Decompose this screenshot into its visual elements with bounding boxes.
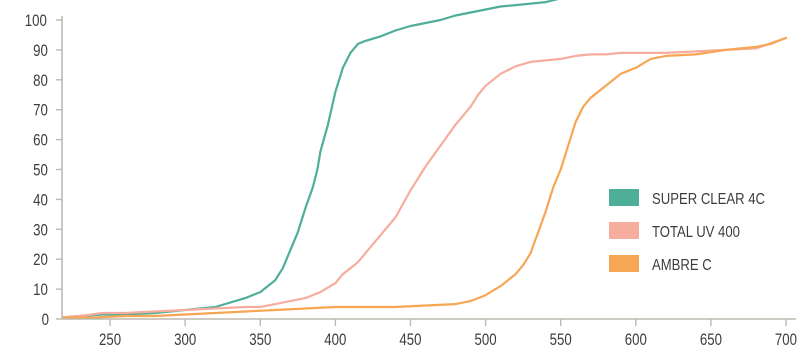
y-tick-label-100: 100 — [25, 12, 47, 31]
x-tick-label-300: 300 — [174, 331, 196, 350]
legend-label-2: AMBRE C — [652, 257, 712, 274]
x-tick-label-650: 650 — [700, 331, 722, 350]
legend: SUPER CLEAR 4C TOTAL UV 400 AMBRE C — [609, 189, 765, 274]
y-tick-label-10: 10 — [33, 281, 48, 300]
x-tick-label-400: 400 — [324, 331, 346, 350]
y-tick-label-50: 50 — [33, 161, 48, 180]
legend-swatch-2 — [609, 255, 639, 272]
y-tick-label-70: 70 — [33, 101, 48, 120]
x-tick-label-450: 450 — [399, 331, 421, 350]
y-tick-label-80: 80 — [33, 71, 48, 90]
y-tick-label-30: 30 — [33, 221, 48, 240]
axis-layer: 0 10 20 30 40 50 60 70 80 90 100 250 300 350 400 450 500… — [25, 12, 797, 350]
y-tick-label-60: 60 — [33, 131, 48, 150]
series-layer — [62, 0, 788, 319]
y-tick-label-20: 20 — [33, 251, 48, 270]
legend-swatch-1 — [609, 222, 639, 239]
y-tick-label-0: 0 — [42, 311, 49, 330]
x-tick-label-550: 550 — [550, 331, 572, 350]
y-tick-label-40: 40 — [33, 191, 48, 210]
series-line-1 — [62, 36, 788, 319]
x-tick-label-350: 350 — [249, 331, 271, 350]
x-tick-label-600: 600 — [625, 331, 647, 350]
x-tick-label-250: 250 — [99, 331, 121, 350]
legend-swatch-0 — [609, 189, 639, 206]
x-tick-label-500: 500 — [475, 331, 497, 350]
series-line-0 — [62, 0, 559, 319]
legend-label-0: SUPER CLEAR 4C — [652, 191, 765, 208]
series-line-2 — [62, 36, 788, 319]
y-tick-label-90: 90 — [33, 41, 48, 60]
x-tick-label-700: 700 — [775, 331, 797, 350]
legend-label-1: TOTAL UV 400 — [652, 224, 740, 241]
